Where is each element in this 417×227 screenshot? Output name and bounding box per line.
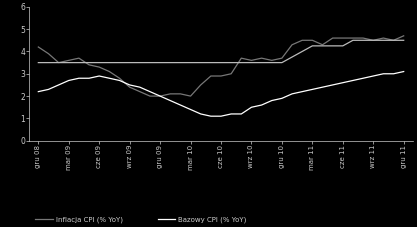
Legend: Inflacja CPI (% YoY), Stopa referencyjna NBP (%), Bazowy CPI (% YoY): Inflacja CPI (% YoY), Stopa referencyjna… [33,214,249,227]
